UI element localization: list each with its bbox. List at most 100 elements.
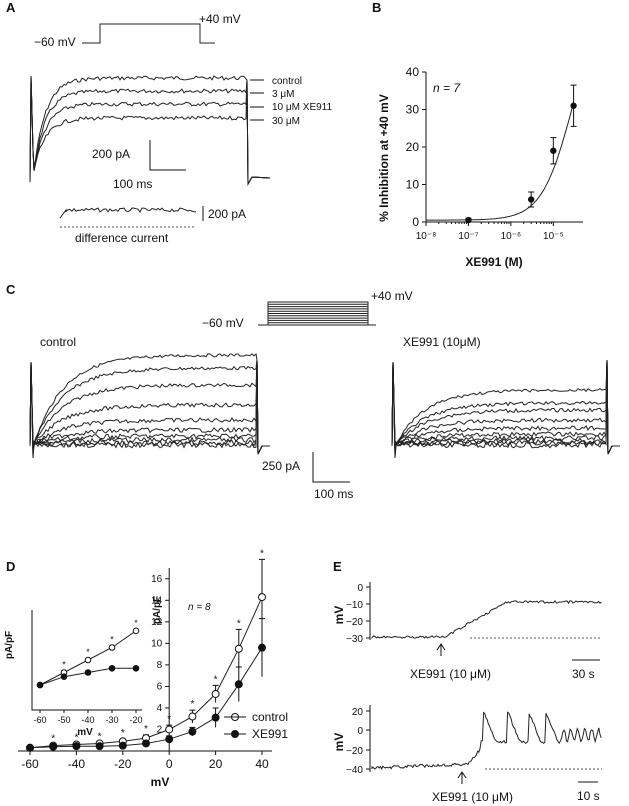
chart-b-point — [570, 102, 577, 109]
legend-a-30um: 30 μM — [272, 116, 300, 127]
control-trace-7 — [29, 359, 270, 455]
e-bottom-tick-n20: −20 — [346, 746, 363, 757]
legend-a-control: control — [272, 76, 302, 87]
chart-d-point-XE991 — [95, 742, 104, 751]
xe991-trace-2 — [391, 359, 620, 455]
legend-a-ticks — [250, 79, 264, 121]
chart-d-point-control — [165, 725, 174, 734]
legend-a-3um: 3 μM — [272, 89, 294, 100]
xe991-trace-0 — [391, 359, 620, 455]
chart-d-ytick-label: 12 — [151, 617, 163, 628]
chart-d-point-XE991 — [258, 643, 266, 652]
chart-d-xtick-label: 0 — [166, 757, 173, 771]
chart-d-xlabel: mV — [151, 775, 170, 789]
legend-a-10um: 10 μM XE911 — [272, 102, 332, 113]
inset-point — [108, 665, 116, 672]
chart-d-point-XE991 — [211, 713, 220, 722]
inset-significance: * — [86, 647, 90, 657]
chart-d-ytick-label: 6 — [157, 681, 163, 692]
control-trace-4 — [29, 359, 270, 455]
chart-d-xtick-label: -40 — [68, 757, 86, 771]
chart-b-ytick-label: 20 — [406, 140, 420, 154]
chart-d-xtick-label: 40 — [255, 757, 269, 771]
inset-axes — [31, 610, 142, 711]
chart-d-ytick-label: 8 — [157, 660, 163, 671]
e-bottom-arrow-label: XE991 (10 μM) — [432, 790, 513, 804]
inset-point — [60, 673, 68, 680]
chart-d-ytick-label: 4 — [157, 703, 163, 714]
inset-xlabel: mV — [77, 727, 93, 738]
protocol-a — [82, 23, 215, 44]
control-trace-6 — [29, 359, 270, 455]
inset-significance: * — [134, 618, 138, 628]
xe991-trace-8 — [391, 359, 620, 457]
scale-bar-c — [312, 452, 350, 483]
scale-bar-a — [149, 140, 186, 171]
chart-d-significance: * — [74, 732, 78, 743]
protocol-c-step-5 — [267, 313, 369, 325]
current-trace-a-3 — [29, 75, 271, 186]
chart-d-significance: * — [190, 699, 194, 710]
chart-b-point — [465, 216, 472, 224]
chart-b: 0 10 20 30 40 10⁻⁸ 10⁻⁷ 10⁻⁶ 10⁻⁵ — [406, 65, 583, 242]
chart-b-point — [527, 196, 535, 203]
chart-b-point — [550, 147, 557, 154]
chart-b-xtick-label: 10⁻⁷ — [458, 231, 478, 242]
panel-letter-c: C — [6, 282, 16, 297]
chart-d-point-XE991 — [118, 741, 127, 750]
current-trace-a-1 — [29, 75, 271, 186]
chart-d-xtick-label: -20 — [114, 757, 132, 771]
chart-d-point-control — [258, 593, 266, 602]
chart-d-point-control — [234, 644, 243, 653]
inset-significance: * — [110, 635, 114, 645]
e-bottom-axis: 20 0 −20 −40 mV — [332, 705, 371, 776]
protocol-c-step-9 — [267, 303, 369, 325]
protocol-c-step: +40 mV — [371, 289, 413, 303]
e-top-scale-label: 30 s — [572, 667, 595, 681]
xe991-trace-9 — [391, 359, 620, 459]
e-top-axis: 0 −10 −20 −30 mV — [332, 582, 371, 645]
difference-current-label: difference current — [75, 231, 169, 245]
chart-d-point-control — [211, 689, 220, 698]
inset-point — [84, 656, 92, 664]
legend-xe991-label: XE991 — [252, 727, 288, 741]
xe991-trace-6 — [391, 359, 620, 455]
protocol-c-step-10 — [267, 301, 369, 325]
chart-d-significance: * — [144, 724, 148, 735]
chart-b-ytick-label: 10 — [406, 178, 420, 192]
scale-diff-current: 200 pA — [208, 207, 246, 221]
chart-b-ytick-label: 0 — [412, 215, 419, 229]
chart-d-significance: * — [121, 728, 125, 739]
scale-c-current: 250 pA — [262, 459, 300, 473]
control-trace-5 — [29, 359, 270, 455]
e-top-tick-30: −30 — [346, 634, 363, 645]
xe991-trace-4 — [391, 359, 620, 455]
chart-d-ylabel: pA/pF — [152, 596, 163, 624]
chart-d-xtick-label: -60 — [21, 757, 39, 771]
inset-point — [132, 665, 140, 672]
protocol-a-hold: −60 mV — [34, 35, 76, 49]
chart-d: -60 -40 -20 0 20 40 2 4 6 8 10 12 14 16 * * * * * * * * * * -60 -… — [18, 548, 272, 771]
inset-xtick-label: -50 — [57, 715, 70, 725]
e-top-arrow — [436, 643, 446, 656]
e-top-tick-20: −20 — [346, 617, 363, 628]
chart-d-significance: * — [98, 731, 102, 742]
chart-d-significance: * — [214, 674, 218, 685]
chart-b-ytick-label: 40 — [406, 65, 420, 79]
chart-d-significance: * — [237, 618, 241, 629]
panel-letter-e: E — [333, 559, 342, 574]
current-trace-a-2 — [29, 75, 271, 186]
protocol-a-step: +40 mV — [199, 12, 241, 26]
chart-d-xtick-label: 20 — [209, 757, 223, 771]
control-trace-1 — [29, 359, 270, 455]
panel-letter-a: A — [6, 0, 16, 15]
chart-d-point-control — [188, 712, 197, 721]
control-trace-9 — [29, 359, 270, 459]
e-bottom-tick-20: 20 — [352, 707, 364, 718]
chart-b-fit-curve — [426, 102, 575, 221]
panel-letter-d: D — [6, 559, 15, 574]
current-trace-a-0 — [29, 75, 271, 186]
chart-d-point-XE991 — [26, 743, 34, 752]
legend-control-label: control — [252, 710, 288, 724]
chart-b-xtick-label: 10⁻⁸ — [416, 231, 437, 242]
